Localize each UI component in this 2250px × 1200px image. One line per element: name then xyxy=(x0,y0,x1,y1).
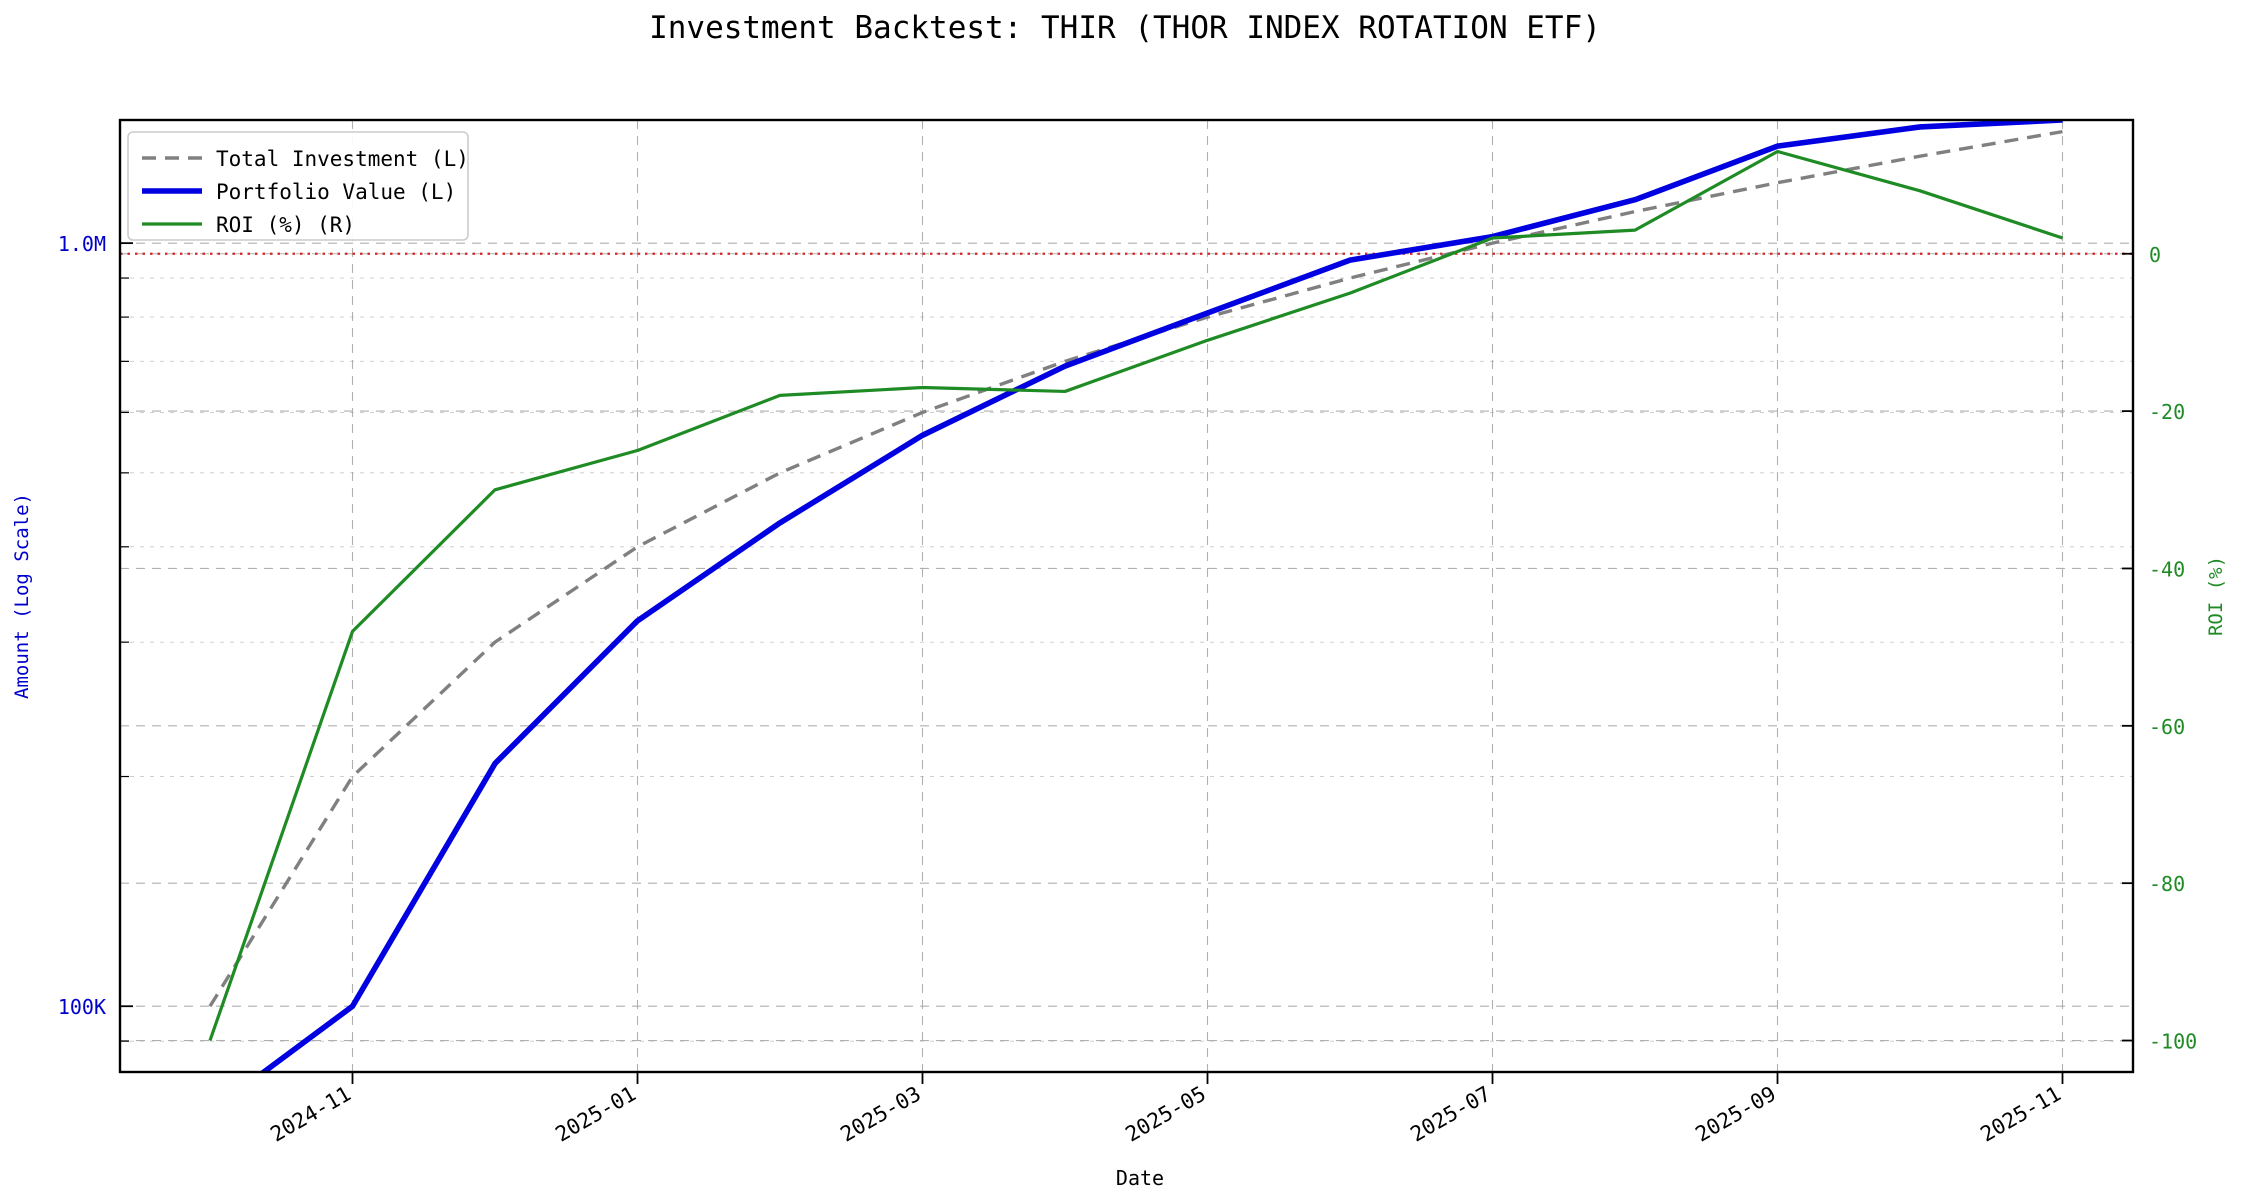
y-axis-right-tick-label: 0 xyxy=(2149,243,2161,267)
series-layer xyxy=(208,120,2064,1072)
series-portfolio-value xyxy=(259,120,2063,1072)
x-axis-label: Date xyxy=(1116,1166,1164,1190)
y-axis-left-label: Amount (Log Scale) xyxy=(11,493,33,699)
y-axis-left-tick-label: 1.0M xyxy=(58,232,106,256)
plot-frame xyxy=(118,118,2135,1074)
legend-box xyxy=(127,131,469,241)
legend-item-label: Total Investment (L) xyxy=(216,147,469,171)
legend-item-label: Portfolio Value (L) xyxy=(216,180,456,204)
left-axis-ticks: 100K 1.0M xyxy=(58,232,133,1042)
y-axis-left-tick-label: 100K xyxy=(58,995,106,1019)
y-axis-right-tick-label: -20 xyxy=(2149,400,2185,424)
y-axis-right-label: ROI (%) xyxy=(2205,556,2227,636)
right-axis-ticks: 0 -20 -40 -60 -80 -100 xyxy=(2122,243,2197,1054)
y-axis-right-tick-label: -60 xyxy=(2149,715,2185,739)
chart-title: Investment Backtest: THIR (THOR INDEX RO… xyxy=(649,10,1601,46)
y-axis-right-tick-label: -40 xyxy=(2149,557,2185,581)
y-axis-right-tick-label: -80 xyxy=(2149,872,2185,896)
series-roi xyxy=(208,149,2064,1042)
y-axis-right-tick-label: -100 xyxy=(2149,1030,2197,1054)
chart-legend[interactable]: Total Investment (L) Portfolio Value (L) R… xyxy=(127,131,469,241)
legend-item-label: ROI (%) (R) xyxy=(216,213,355,237)
